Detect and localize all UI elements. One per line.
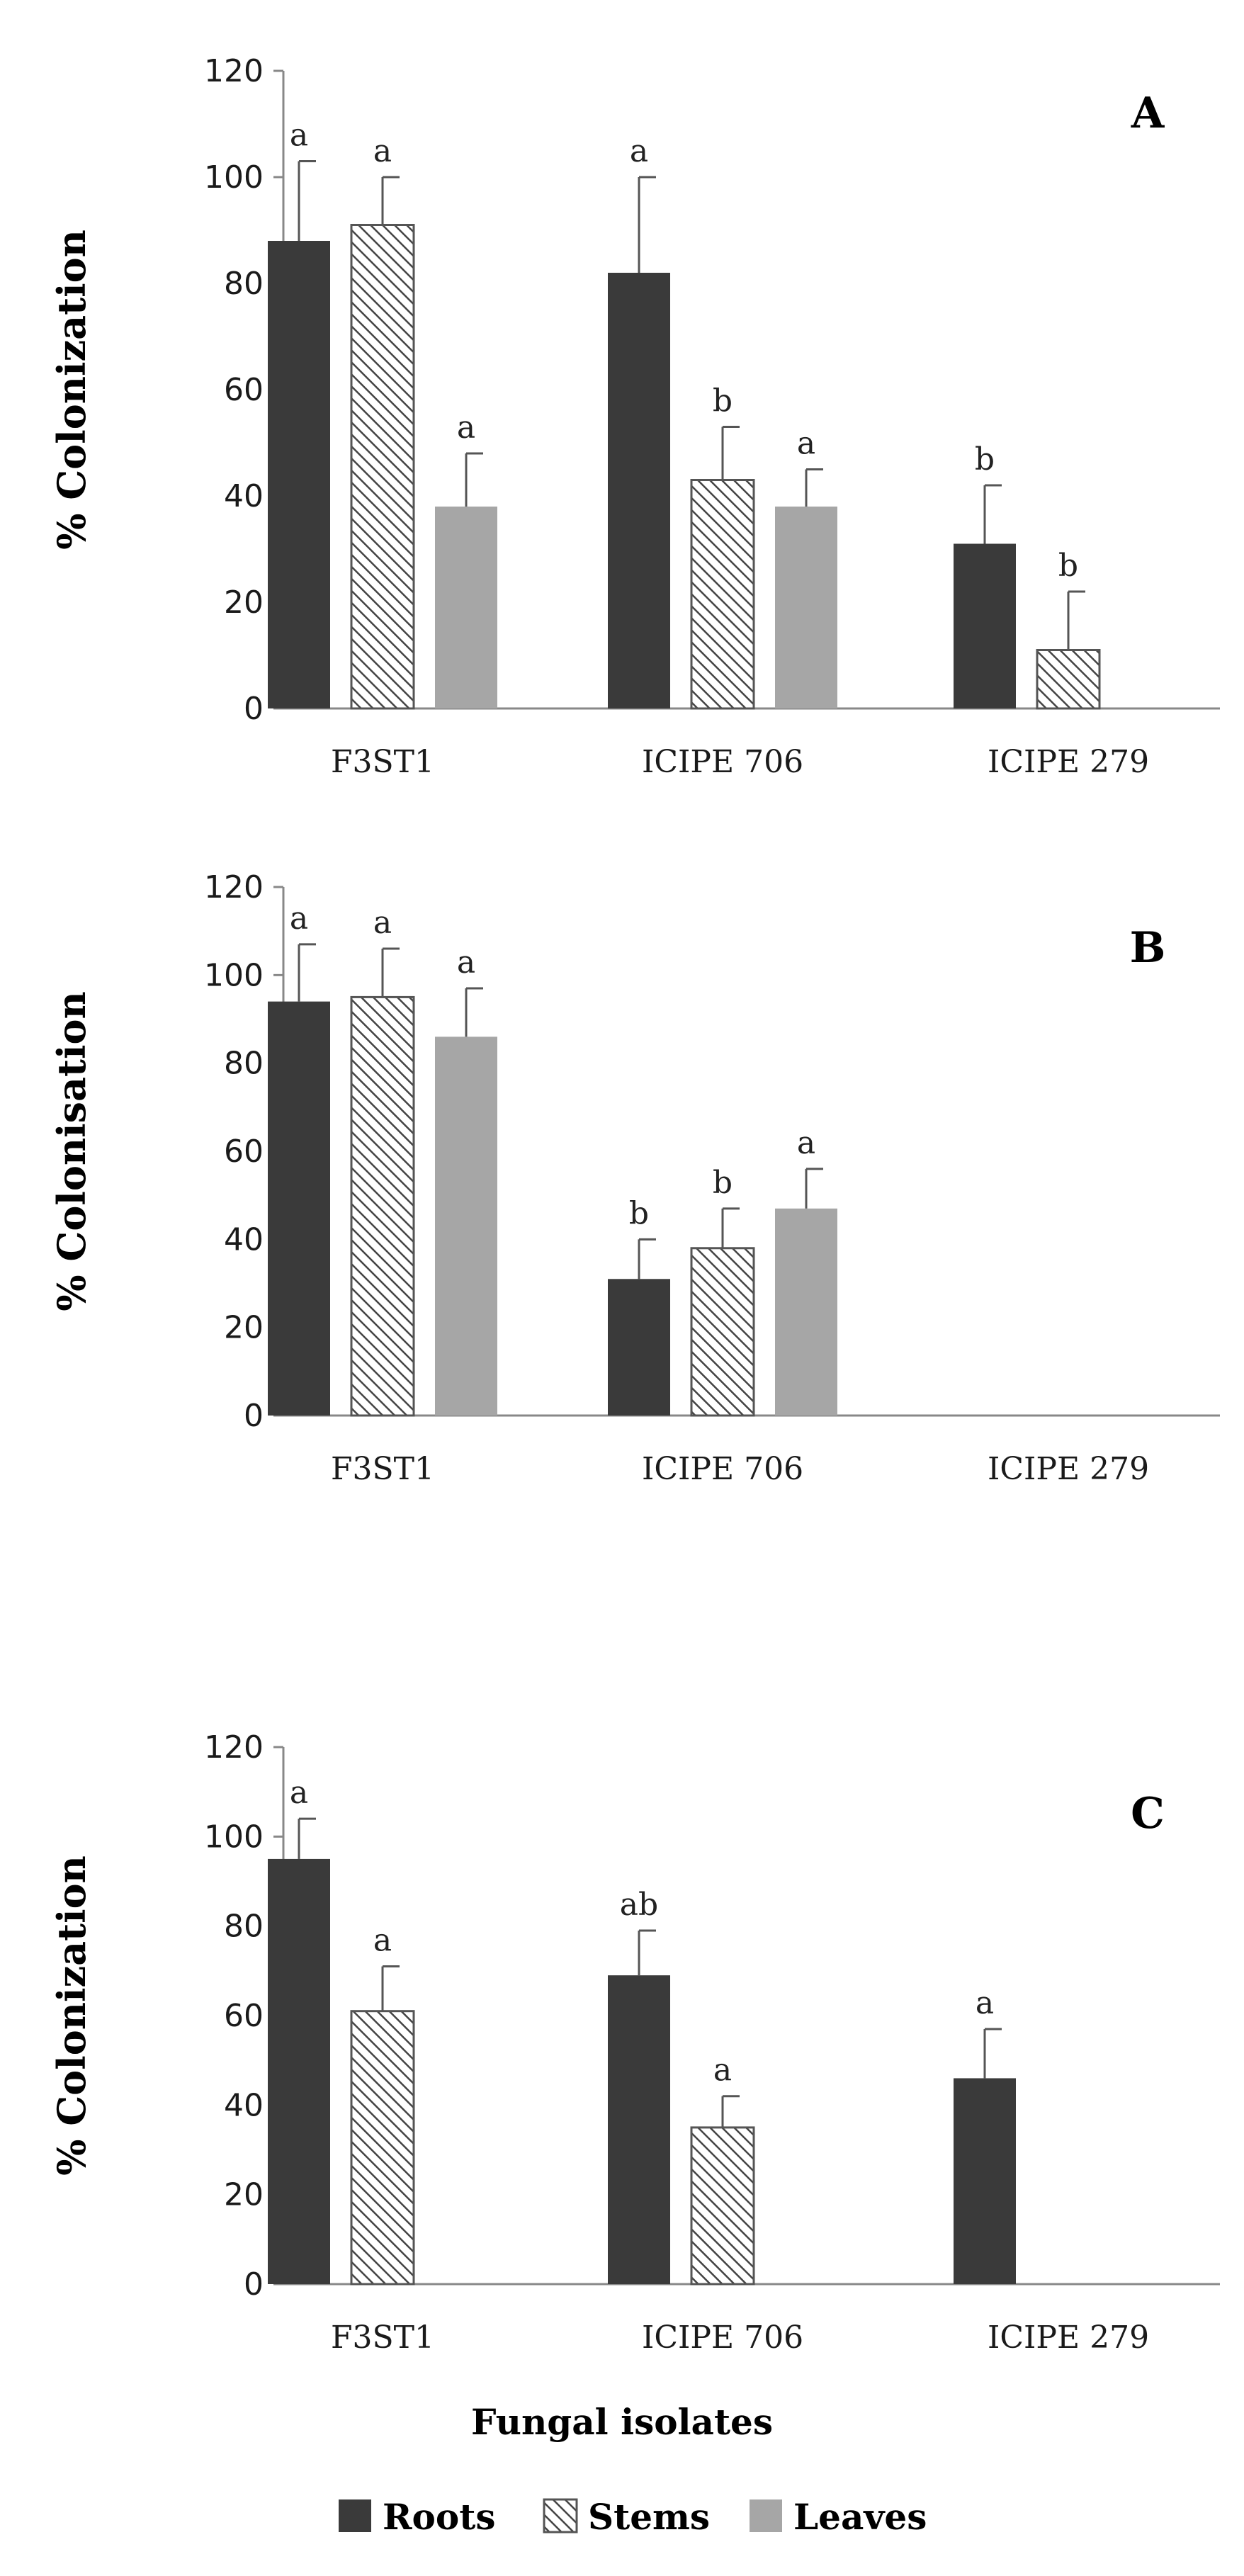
y-tick-label: 0	[244, 691, 264, 727]
significance-letter: a	[290, 118, 308, 154]
bar-leaves	[775, 507, 837, 708]
x-axis-title: Fungal isolates	[471, 2401, 773, 2443]
x-category-label: ICIPE 706	[642, 2320, 803, 2356]
bar-stems	[350, 224, 415, 710]
x-category-label: F3ST1	[331, 744, 434, 780]
significance-letter: b	[1058, 548, 1078, 584]
y-tick-label: 60	[224, 1134, 264, 1170]
legend-swatch-leaves	[750, 2499, 782, 2532]
x-category-label: ICIPE 279	[988, 1451, 1149, 1487]
bar-stems	[690, 479, 755, 710]
x-category-label: ICIPE 279	[988, 744, 1149, 780]
significance-letter: a	[976, 1985, 994, 2021]
significance-letter: a	[457, 409, 475, 446]
bar-roots	[608, 1279, 670, 1416]
y-tick-label: 0	[244, 1398, 264, 1434]
y-tick-label: 100	[204, 1819, 264, 1855]
legend-swatch-roots	[339, 2499, 371, 2532]
y-tick-label: 80	[224, 1909, 264, 1945]
significance-letter: a	[797, 1125, 815, 1161]
bar-leaves	[775, 1208, 837, 1416]
y-tick-label: 100	[204, 159, 264, 196]
panel-label-c: C	[1131, 1789, 1165, 1838]
y-tick-label: 0	[244, 2266, 264, 2303]
significance-letter: a	[373, 1923, 392, 1959]
significance-letter: a	[797, 426, 815, 462]
bar-leaves	[435, 507, 497, 708]
bar-roots	[608, 273, 670, 708]
x-category-label: F3ST1	[331, 1451, 434, 1487]
bar-leaves	[435, 1036, 497, 1416]
y-tick-label: 20	[224, 2177, 264, 2213]
y-tick-label: 120	[204, 869, 264, 905]
y-tick-label: 100	[204, 957, 264, 993]
significance-letter: a	[457, 944, 475, 981]
bar-roots	[268, 1858, 330, 2284]
bar-stems	[690, 1247, 755, 1417]
bar-roots	[268, 1001, 330, 1416]
chart-panel-b: 0 20 40 60 80 100 120 % Colonisation B F3ST1 ICIPE…	[49, 869, 1220, 1487]
significance-letter: a	[373, 133, 392, 169]
bar-roots	[954, 543, 1016, 708]
x-category-label: ICIPE 706	[642, 744, 803, 780]
bar-roots	[608, 1975, 670, 2284]
y-axis-title: % Colonization	[49, 230, 94, 550]
y-tick-label: 40	[224, 478, 264, 514]
significance-letter: b	[713, 1165, 733, 1201]
legend-swatch-stems	[543, 2498, 578, 2533]
y-tick-label: 20	[224, 584, 264, 621]
significance-letter: a	[630, 133, 648, 169]
bar-stems	[690, 2126, 755, 2286]
significance-letter: b	[713, 383, 733, 419]
y-tick-label: 40	[224, 1221, 264, 1258]
bar-stems	[350, 995, 415, 1417]
panel-label-a: A	[1131, 89, 1165, 138]
bar-roots	[954, 2078, 1016, 2284]
legend-label-roots: Roots	[383, 2496, 496, 2538]
significance-letter: ab	[620, 1887, 658, 1923]
y-tick-label: 80	[224, 1046, 264, 1082]
x-category-label: ICIPE 706	[642, 1451, 803, 1487]
significance-letter: a	[290, 900, 308, 937]
bar-stems	[1036, 649, 1101, 710]
bar-roots	[268, 241, 330, 708]
y-tick-label: 40	[224, 2087, 264, 2123]
y-tick-label: 20	[224, 1310, 264, 1346]
x-category-label: F3ST1	[331, 2320, 434, 2356]
legend: Roots Stems Leaves	[339, 2496, 927, 2538]
y-tick-label: 60	[224, 372, 264, 408]
y-tick-label: 60	[224, 1998, 264, 2034]
x-category-label: ICIPE 279	[988, 2320, 1149, 2356]
significance-letter: a	[373, 905, 392, 941]
significance-letter: b	[629, 1195, 649, 1231]
y-tick-label: 80	[224, 266, 264, 302]
y-axis-title: % Colonization	[49, 1855, 94, 2176]
y-axis-title: % Colonisation	[49, 991, 94, 1311]
y-tick-label: 120	[204, 1729, 264, 1766]
chart-panel-c: 0 20 40 60 80 100 120 % Colonization C F3ST1 ICIPE…	[49, 1729, 1220, 2356]
chart-panel-a: 0 20 40 60 80 100 120 % Colonization A F3ST1 ICIPE…	[49, 53, 1220, 780]
significance-letter: a	[713, 2052, 732, 2089]
legend-label-stems: Stems	[588, 2496, 710, 2538]
y-tick-label: 120	[204, 53, 264, 89]
significance-letter: b	[975, 441, 995, 478]
legend-label-leaves: Leaves	[793, 2496, 927, 2538]
significance-letter: a	[290, 1775, 308, 1811]
bar-stems	[350, 2010, 415, 2286]
panel-label-b: B	[1130, 923, 1166, 973]
